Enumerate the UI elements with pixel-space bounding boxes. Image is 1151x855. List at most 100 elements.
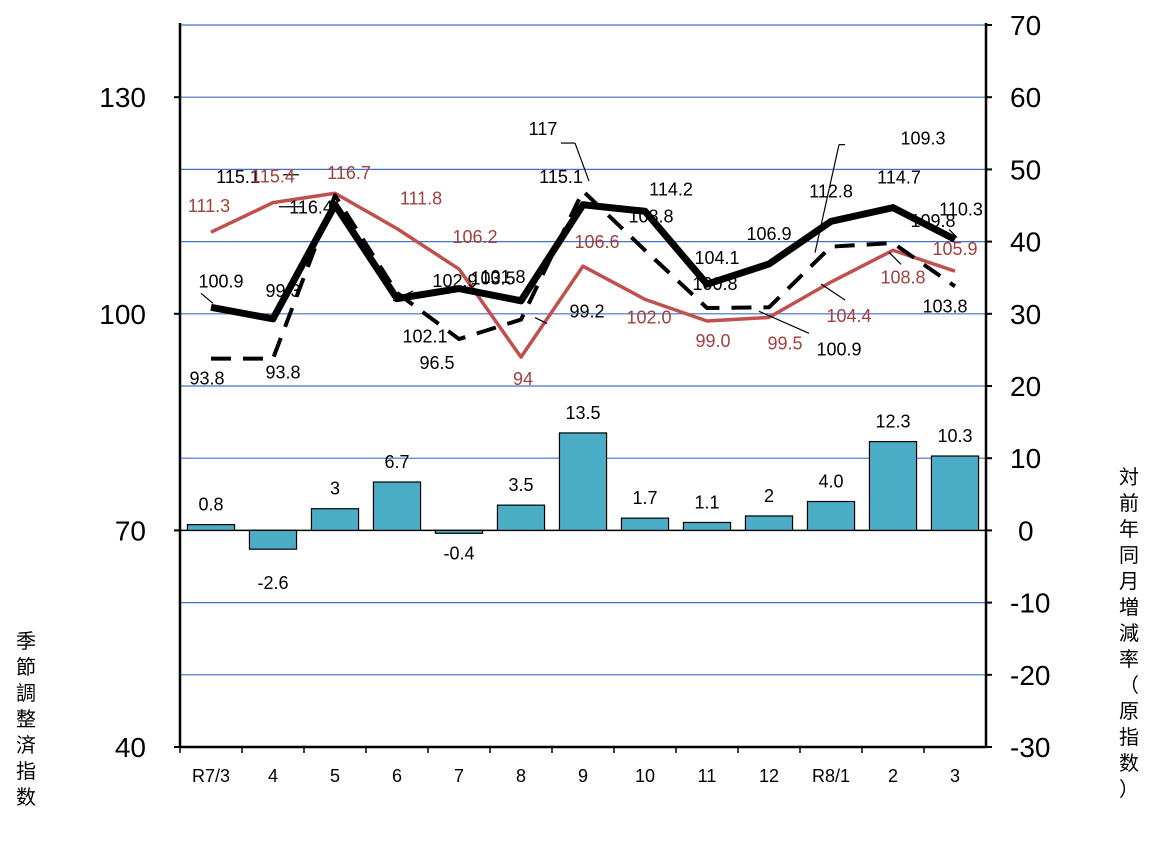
label-leader	[574, 142, 590, 182]
axis-title-char: 整	[16, 707, 36, 731]
bar	[434, 529, 484, 534]
data-label-solid: 99.3	[265, 281, 300, 301]
data-label-solid: 110.3	[939, 199, 983, 219]
x-tick-label: 8	[516, 766, 526, 786]
data-label-dashed: 100.8	[692, 274, 737, 294]
data-label-bar: 1.7	[632, 488, 657, 508]
label-leader	[948, 229, 958, 238]
x-tick-label: R8/1	[812, 766, 850, 786]
left-axis-title: 季節調整済指数	[10, 628, 42, 810]
axis-title-char: 原	[1119, 699, 1139, 723]
line-series-red	[210, 191, 956, 359]
left-tick-label: 100	[99, 299, 146, 330]
data-label-red: 105.9	[932, 239, 977, 259]
axis-title-char: 同	[1119, 543, 1139, 567]
data-label-solid: 112.8	[809, 181, 853, 201]
x-tick-label: R7/3	[192, 766, 230, 786]
data-label-solid: 115.1	[539, 167, 583, 187]
data-label-bar: -0.4	[443, 543, 474, 563]
data-label-red: 106.2	[452, 227, 497, 247]
data-label-bar: -2.6	[257, 573, 288, 593]
x-tick-label: 6	[392, 766, 402, 786]
x-tick-label: 11	[698, 766, 717, 786]
data-label-bar: 0.8	[198, 495, 223, 515]
right-tick-label: 50	[1010, 154, 1041, 185]
bar	[186, 524, 236, 532]
right-tick-label: 20	[1010, 371, 1041, 402]
x-tick-label: 9	[578, 766, 588, 786]
data-label-red: 99.5	[767, 333, 802, 353]
label-leader	[814, 144, 840, 253]
data-label-solid: 101.8	[480, 267, 525, 287]
axis-title-char: 指	[1119, 725, 1139, 749]
bar	[310, 508, 360, 531]
x-tick-label: 4	[268, 766, 278, 786]
left-tick-label: 70	[115, 515, 146, 546]
bar	[248, 529, 298, 550]
data-label-red: 116.7	[327, 163, 371, 183]
data-label-dashed: 93.8	[265, 363, 300, 383]
data-label-dashed: 100.9	[816, 339, 861, 359]
data-label-solid: 103.5	[470, 269, 515, 289]
axis-title-char: 数	[1119, 751, 1139, 775]
right-tick-label: 30	[1010, 299, 1041, 330]
data-label-red: 94	[513, 369, 533, 389]
bar	[372, 481, 422, 532]
left-tick-label: 130	[99, 82, 146, 113]
data-label-dashed: 103.8	[922, 296, 967, 316]
data-label-bar: 4.0	[818, 472, 843, 492]
data-label-bar: 12.3	[875, 412, 910, 432]
axis-title-char: 年	[1119, 517, 1139, 541]
bar	[744, 515, 794, 532]
data-label-dashed: 109.8	[910, 211, 955, 231]
gridlines	[180, 24, 986, 676]
axis-title-char: 月	[1119, 569, 1139, 593]
data-label-dashed: 99.2	[569, 302, 604, 322]
data-label-solid: 104.1	[694, 248, 739, 268]
bar-series	[186, 432, 980, 550]
data-label-dashed: 93.8	[189, 369, 224, 389]
data-label-solid: 114.7	[877, 168, 921, 188]
axis-title-char: 対	[1119, 465, 1139, 489]
right-tick-label: 10	[1010, 443, 1041, 474]
label-leaders	[200, 142, 958, 334]
right-tick-label: 60	[1010, 82, 1041, 113]
bar	[496, 504, 546, 532]
data-label-dashed: 102.9	[432, 271, 477, 291]
right-tick-label: -20	[1010, 660, 1050, 691]
data-label-solid: 102.1	[402, 327, 447, 347]
data-label-red: 102.0	[626, 307, 671, 327]
label-leader	[888, 251, 902, 265]
data-label-dashed: 117	[529, 119, 558, 139]
line-series-dashed	[211, 189, 957, 361]
line-series-solid	[210, 201, 957, 323]
axis-title-char: 率	[1119, 647, 1139, 671]
axis-title-char: 指	[16, 759, 36, 783]
data-label-solid: 106.9	[746, 224, 791, 244]
label-leader	[392, 290, 414, 302]
axis-title-char: 調	[16, 681, 36, 705]
data-label-bar: 1.1	[694, 492, 719, 512]
data-label-bar: 3.5	[508, 475, 533, 495]
right-tick-label: -30	[1010, 732, 1050, 763]
bar	[682, 521, 732, 532]
right-tick-label: 70	[1010, 10, 1041, 41]
data-label-red: 104.4	[826, 306, 871, 326]
axis-title-char: （	[1119, 673, 1139, 697]
label-leader	[200, 292, 214, 304]
x-tick-label: 12	[759, 766, 779, 786]
data-label-bar: 13.5	[565, 403, 600, 423]
data-label-red: 111.3	[188, 196, 230, 216]
bar	[930, 455, 980, 531]
data-label-red: 115.4	[251, 167, 295, 187]
data-label-bar: 2	[764, 486, 774, 506]
data-label-dashed: 109.3	[900, 129, 945, 149]
data-label-solid: 115.1	[216, 167, 260, 187]
data-label-dashed: 108.8	[628, 206, 673, 226]
data-label-red: 106.6	[574, 232, 619, 252]
data-label-dashed: 116.4	[289, 197, 333, 217]
data-label-dashed: 96.5	[419, 353, 454, 373]
right-tick-label: -10	[1010, 588, 1050, 619]
bar	[558, 432, 608, 531]
